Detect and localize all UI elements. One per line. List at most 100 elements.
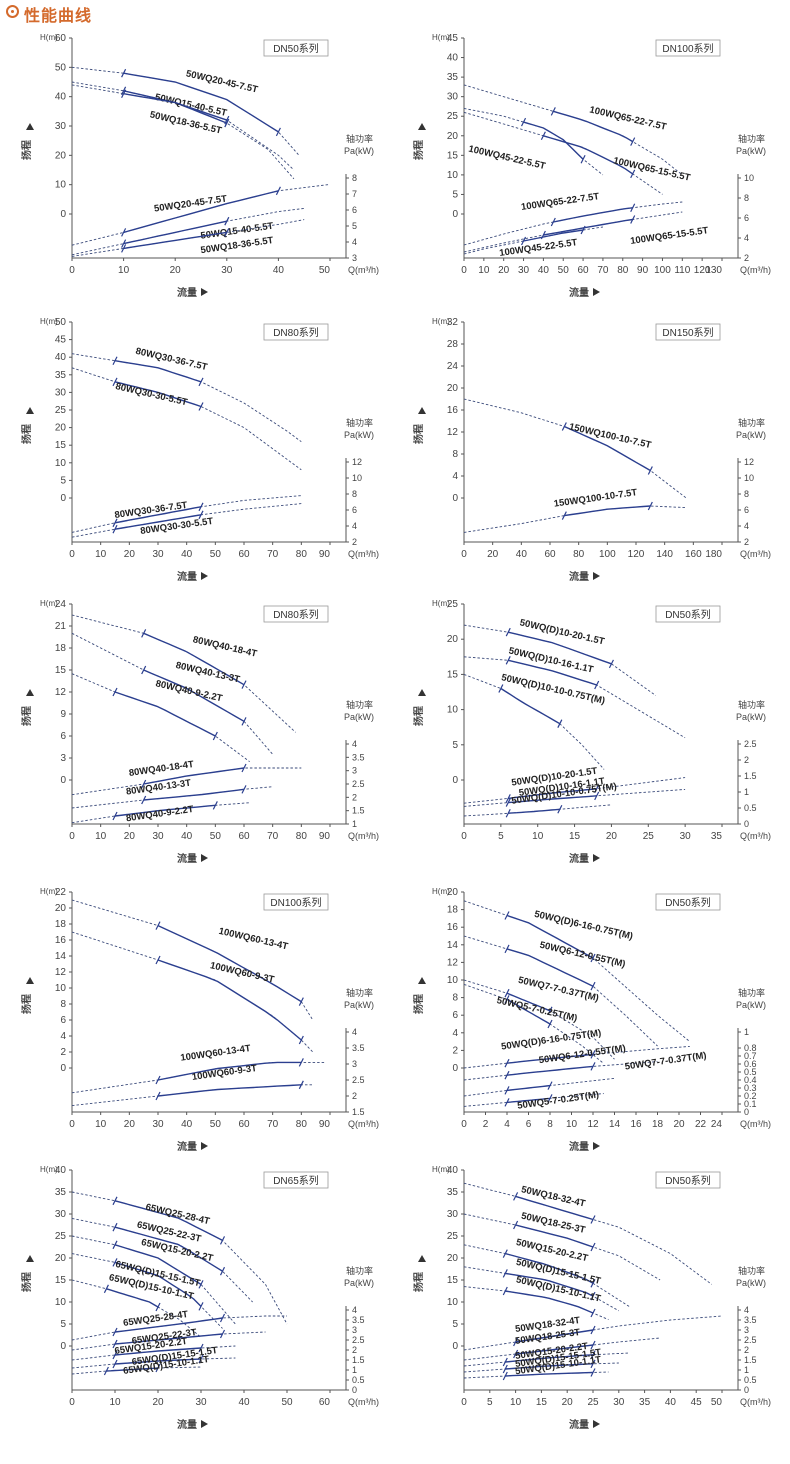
curve-mark: [590, 953, 596, 963]
curve-solid-0: [114, 1200, 223, 1242]
x-tick-label: 10: [95, 549, 107, 560]
curve-mark: [502, 1371, 508, 1381]
x-axis-arrow-icon: [593, 854, 600, 862]
x-axis-arrow-icon: [593, 572, 600, 580]
curve-mark: [121, 228, 127, 237]
curve-mark: [594, 680, 600, 690]
curve-mark: [219, 1313, 226, 1323]
x-tick-label: 0: [461, 1397, 467, 1408]
p-tick-label: 4: [744, 521, 749, 531]
x-tick-label: 25: [587, 1397, 599, 1408]
curve-solid-0: [508, 631, 612, 665]
h-tick-label: 10: [55, 180, 67, 191]
chart-dn50-a: DN50系列 0 10 20 30 40 50 60H(m) 扬程 3 4 5 6 7 8 轴功率 Pa(kW)…: [20, 33, 379, 299]
curve-dashed-0: [463, 1182, 712, 1285]
h-tick-label: 15: [447, 1275, 459, 1286]
curve-solid-1: [523, 121, 584, 160]
curve-dashed-5: [463, 1061, 658, 1081]
curve-mark: [504, 995, 510, 1004]
p-tick-label: 1: [744, 1027, 749, 1037]
p-tick-label: 1.5: [744, 771, 757, 781]
curve-solid-2: [500, 687, 561, 725]
h-tick-label: 18: [447, 905, 459, 916]
curve-solid-0: [515, 1195, 594, 1221]
curve-mark: [112, 377, 118, 387]
curve-dashed-0: [71, 614, 296, 733]
h-tick-label: 35: [55, 1187, 67, 1198]
p-tick-label: 4: [352, 521, 357, 531]
x-tick-label: 15: [536, 1397, 548, 1408]
curve-solid-4: [106, 1288, 159, 1308]
p-tick-label: 3: [744, 1325, 749, 1335]
x-tick-label: 160: [685, 549, 702, 560]
curve-mark: [198, 1302, 204, 1311]
h-axis-arrow-icon: [418, 407, 426, 414]
p-tick-label: 3: [352, 766, 357, 776]
curve-solid-7: [506, 1097, 551, 1104]
curve-dashed-2: [71, 1061, 325, 1094]
series-box-label: DN50系列: [665, 608, 711, 621]
x-axis-label: 流量: [177, 1140, 197, 1153]
curve-solid-2: [157, 1061, 302, 1081]
p-tick-label: 0.1: [744, 1099, 757, 1109]
series-box-label: DN100系列: [662, 42, 713, 55]
h-axis-label: 扬程: [20, 1272, 33, 1292]
x-tick-label: 22: [695, 1119, 707, 1130]
curve-label: 80WQ30-30-5.5T: [114, 381, 188, 408]
curve-label: 50WQ18-32-4T: [520, 1184, 586, 1209]
x-tick-label: 40: [538, 265, 550, 276]
x-tick-label: 20: [487, 549, 499, 560]
p-tick-label: 10: [744, 173, 754, 183]
curve-mark: [590, 1291, 596, 1301]
curve-mark: [275, 186, 281, 196]
x-tick-label: 50: [281, 1397, 293, 1408]
curve-solid-1: [508, 659, 597, 686]
curve-label: 50WQ20-45-7.5T: [185, 68, 259, 95]
x-tick-label: 24: [711, 1119, 723, 1130]
h-tick-label: 4: [452, 1028, 458, 1039]
curve-dashed-0: [463, 84, 683, 176]
p-tick-label: 0.5: [744, 803, 757, 813]
page-title: 性能曲线: [24, 8, 93, 25]
x-tick-label: 12: [587, 1119, 599, 1130]
curve-mark: [540, 131, 546, 141]
series-box: [655, 893, 721, 911]
curve-mark: [121, 68, 127, 78]
x-axis-arrow-icon: [201, 572, 208, 580]
curve-mark: [557, 805, 563, 814]
curve-label: 50WQ7-7-0.37T(M): [517, 975, 600, 1004]
curve-mark: [141, 795, 147, 805]
h-tick-label: 5: [60, 1319, 66, 1330]
h-tick-label: 10: [447, 170, 459, 181]
h-tick-label: 30: [447, 92, 459, 103]
curve-solid-5: [508, 808, 560, 814]
curve-mark: [504, 1058, 510, 1068]
h-tick-label: 50: [55, 62, 67, 73]
h-axis-label: 扬程: [20, 140, 33, 160]
curve-dashed-2: [71, 1235, 236, 1325]
p-tick-label: 2: [352, 1091, 357, 1101]
p-tick-label: 3.5: [352, 752, 365, 762]
x-tick-label: 15: [569, 831, 581, 842]
curve-label: 100WQ60-13-4T: [218, 926, 290, 953]
curve-mark: [112, 1196, 118, 1206]
x-tick-label: 5: [498, 831, 504, 842]
h-tick-label: 10: [447, 705, 459, 716]
curve-mark: [505, 798, 511, 807]
curve-solid-6: [515, 1344, 594, 1355]
curve-solid-3: [553, 207, 633, 223]
curve-label: 100WQ60-9-3T: [191, 1063, 258, 1083]
x-tick-label: 8: [547, 1119, 553, 1130]
curve-dashed-5: [463, 804, 612, 817]
x-axis-unit: Q(m³/h): [740, 1397, 771, 1407]
curve-mark: [103, 1366, 109, 1376]
p-tick-label: 0: [352, 1385, 357, 1395]
p-tick-label: 0: [744, 819, 749, 829]
h-tick-label: 15: [55, 440, 67, 451]
p-axis-unit: Pa(kW): [344, 430, 374, 440]
chart-dn80-b: DN80系列 0 3 6 9 12 15 18 21 24H(m) 扬程 1 1.5 2 2.5 3 3.5 4 轴…: [20, 599, 379, 865]
x-tick-label: 0: [461, 549, 467, 560]
curve-label: 100WQ45-22-5.5T: [467, 144, 546, 172]
h-tick-label: 20: [55, 903, 67, 914]
curve-mark: [198, 1354, 204, 1364]
